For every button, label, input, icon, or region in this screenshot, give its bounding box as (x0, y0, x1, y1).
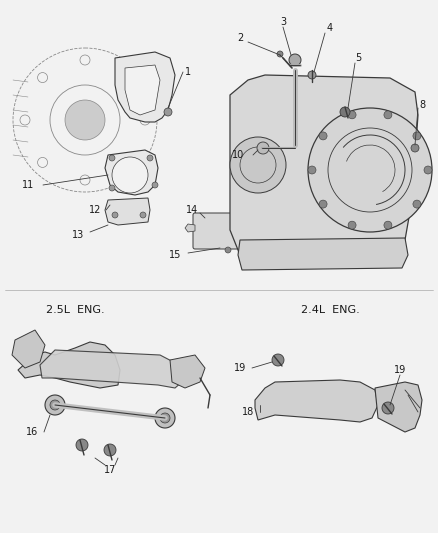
Circle shape (319, 132, 327, 140)
Circle shape (413, 132, 421, 140)
Text: 18: 18 (242, 407, 254, 417)
Text: 15: 15 (169, 250, 181, 260)
Text: 1: 1 (185, 67, 191, 77)
Circle shape (152, 182, 158, 188)
Circle shape (382, 402, 394, 414)
Polygon shape (125, 65, 160, 115)
Circle shape (112, 212, 118, 218)
Text: 2.4L  ENG.: 2.4L ENG. (300, 305, 359, 315)
Text: 14: 14 (186, 205, 198, 215)
Circle shape (225, 247, 231, 253)
Text: 19: 19 (394, 365, 406, 375)
Circle shape (272, 354, 284, 366)
Circle shape (109, 155, 115, 161)
Circle shape (277, 51, 283, 57)
Text: 10: 10 (232, 150, 244, 160)
Polygon shape (255, 380, 378, 422)
Circle shape (140, 212, 146, 218)
Circle shape (348, 111, 356, 119)
Text: 13: 13 (72, 230, 84, 240)
Text: 2: 2 (237, 33, 243, 43)
Circle shape (50, 400, 60, 410)
Text: 3: 3 (280, 17, 286, 27)
Text: 5: 5 (355, 53, 361, 63)
Text: 8: 8 (419, 100, 425, 110)
Circle shape (319, 200, 327, 208)
Circle shape (104, 444, 116, 456)
Text: 2.5L  ENG.: 2.5L ENG. (46, 305, 104, 315)
Circle shape (289, 54, 301, 66)
Polygon shape (170, 355, 205, 388)
Polygon shape (375, 382, 422, 432)
FancyBboxPatch shape (193, 213, 249, 249)
Circle shape (109, 185, 115, 191)
Circle shape (340, 107, 350, 117)
Circle shape (411, 144, 419, 152)
Circle shape (147, 155, 153, 161)
Polygon shape (18, 342, 120, 388)
Polygon shape (105, 150, 158, 195)
Circle shape (155, 408, 175, 428)
Polygon shape (40, 350, 185, 388)
Circle shape (76, 439, 88, 451)
Polygon shape (12, 330, 45, 368)
Text: 4: 4 (327, 23, 333, 33)
Polygon shape (238, 238, 408, 270)
Polygon shape (230, 75, 418, 262)
Polygon shape (105, 198, 150, 225)
Circle shape (45, 395, 65, 415)
Text: 11: 11 (22, 180, 34, 190)
Circle shape (308, 108, 432, 232)
Polygon shape (115, 52, 175, 122)
Circle shape (164, 108, 172, 116)
Text: 19: 19 (234, 363, 246, 373)
Circle shape (230, 137, 286, 193)
Circle shape (424, 166, 432, 174)
Circle shape (384, 111, 392, 119)
Circle shape (308, 166, 316, 174)
Text: 16: 16 (26, 427, 38, 437)
Text: 17: 17 (104, 465, 116, 475)
Circle shape (160, 413, 170, 423)
Circle shape (308, 71, 316, 79)
Circle shape (257, 142, 269, 154)
Circle shape (413, 200, 421, 208)
Circle shape (65, 100, 105, 140)
Polygon shape (185, 224, 195, 232)
Circle shape (112, 157, 148, 193)
Text: 12: 12 (89, 205, 101, 215)
Circle shape (348, 221, 356, 229)
Circle shape (384, 221, 392, 229)
